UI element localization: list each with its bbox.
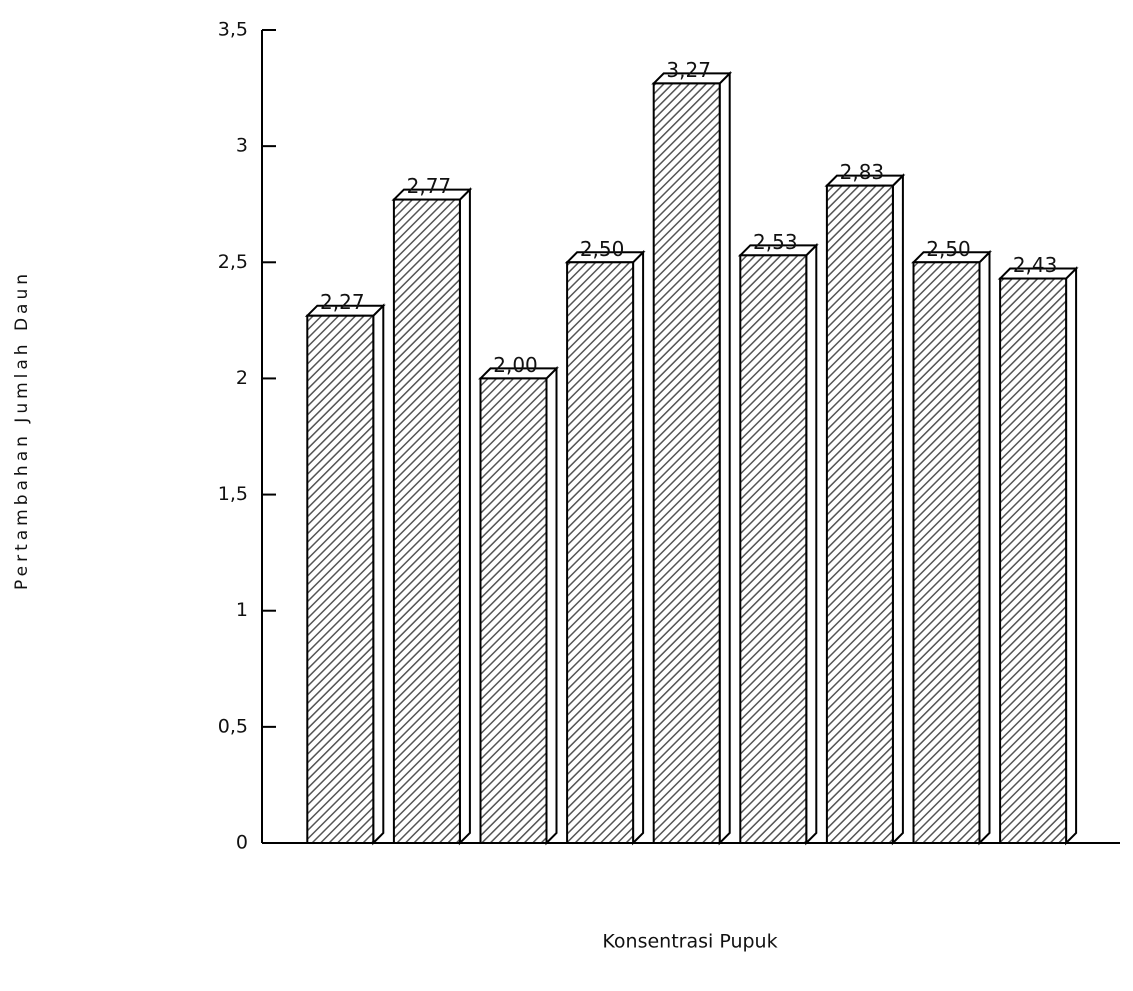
bar-side bbox=[633, 252, 643, 843]
bar bbox=[567, 262, 633, 843]
value-label: 3,27 bbox=[666, 58, 711, 82]
bar-side bbox=[980, 252, 990, 843]
value-label: 2,50 bbox=[580, 237, 625, 261]
y-tick-label: 0,5 bbox=[218, 715, 248, 737]
value-label: 2,83 bbox=[840, 160, 885, 184]
bar bbox=[481, 378, 547, 843]
y-tick-label: 3,5 bbox=[218, 19, 248, 41]
y-tick-label: 2,5 bbox=[218, 251, 248, 273]
value-label: 2,53 bbox=[753, 230, 798, 254]
chart: Konsentrasi Pupuk Pertambahan Jumlah Dau… bbox=[0, 0, 1133, 991]
value-label: 2,50 bbox=[926, 237, 971, 261]
bar-side bbox=[373, 306, 383, 843]
bar-side bbox=[460, 190, 470, 843]
bar-side bbox=[547, 368, 557, 843]
y-tick-label: 1 bbox=[236, 599, 248, 621]
bar bbox=[654, 83, 720, 843]
y-tick-label: 3 bbox=[236, 135, 248, 157]
y-tick-label: 0 bbox=[236, 832, 248, 854]
bar bbox=[394, 200, 460, 843]
y-tick-label: 2 bbox=[236, 367, 248, 389]
bar-side bbox=[893, 176, 903, 843]
value-label: 2,43 bbox=[1013, 253, 1058, 277]
bar bbox=[1000, 279, 1066, 843]
y-axis-title: Pertambahan Jumlah Daun bbox=[12, 270, 32, 590]
bar-side bbox=[806, 245, 816, 843]
value-label: 2,77 bbox=[407, 174, 452, 198]
bar bbox=[827, 186, 893, 843]
bar-side bbox=[720, 73, 730, 843]
value-label: 2,00 bbox=[493, 353, 538, 377]
y-tick-label: 1,5 bbox=[218, 483, 248, 505]
bar bbox=[740, 255, 806, 843]
bar bbox=[307, 316, 373, 843]
value-label: 2,27 bbox=[320, 290, 365, 314]
x-axis-title: Konsentrasi Pupuk bbox=[602, 931, 777, 953]
bar bbox=[914, 262, 980, 843]
bar-side bbox=[1066, 269, 1076, 843]
